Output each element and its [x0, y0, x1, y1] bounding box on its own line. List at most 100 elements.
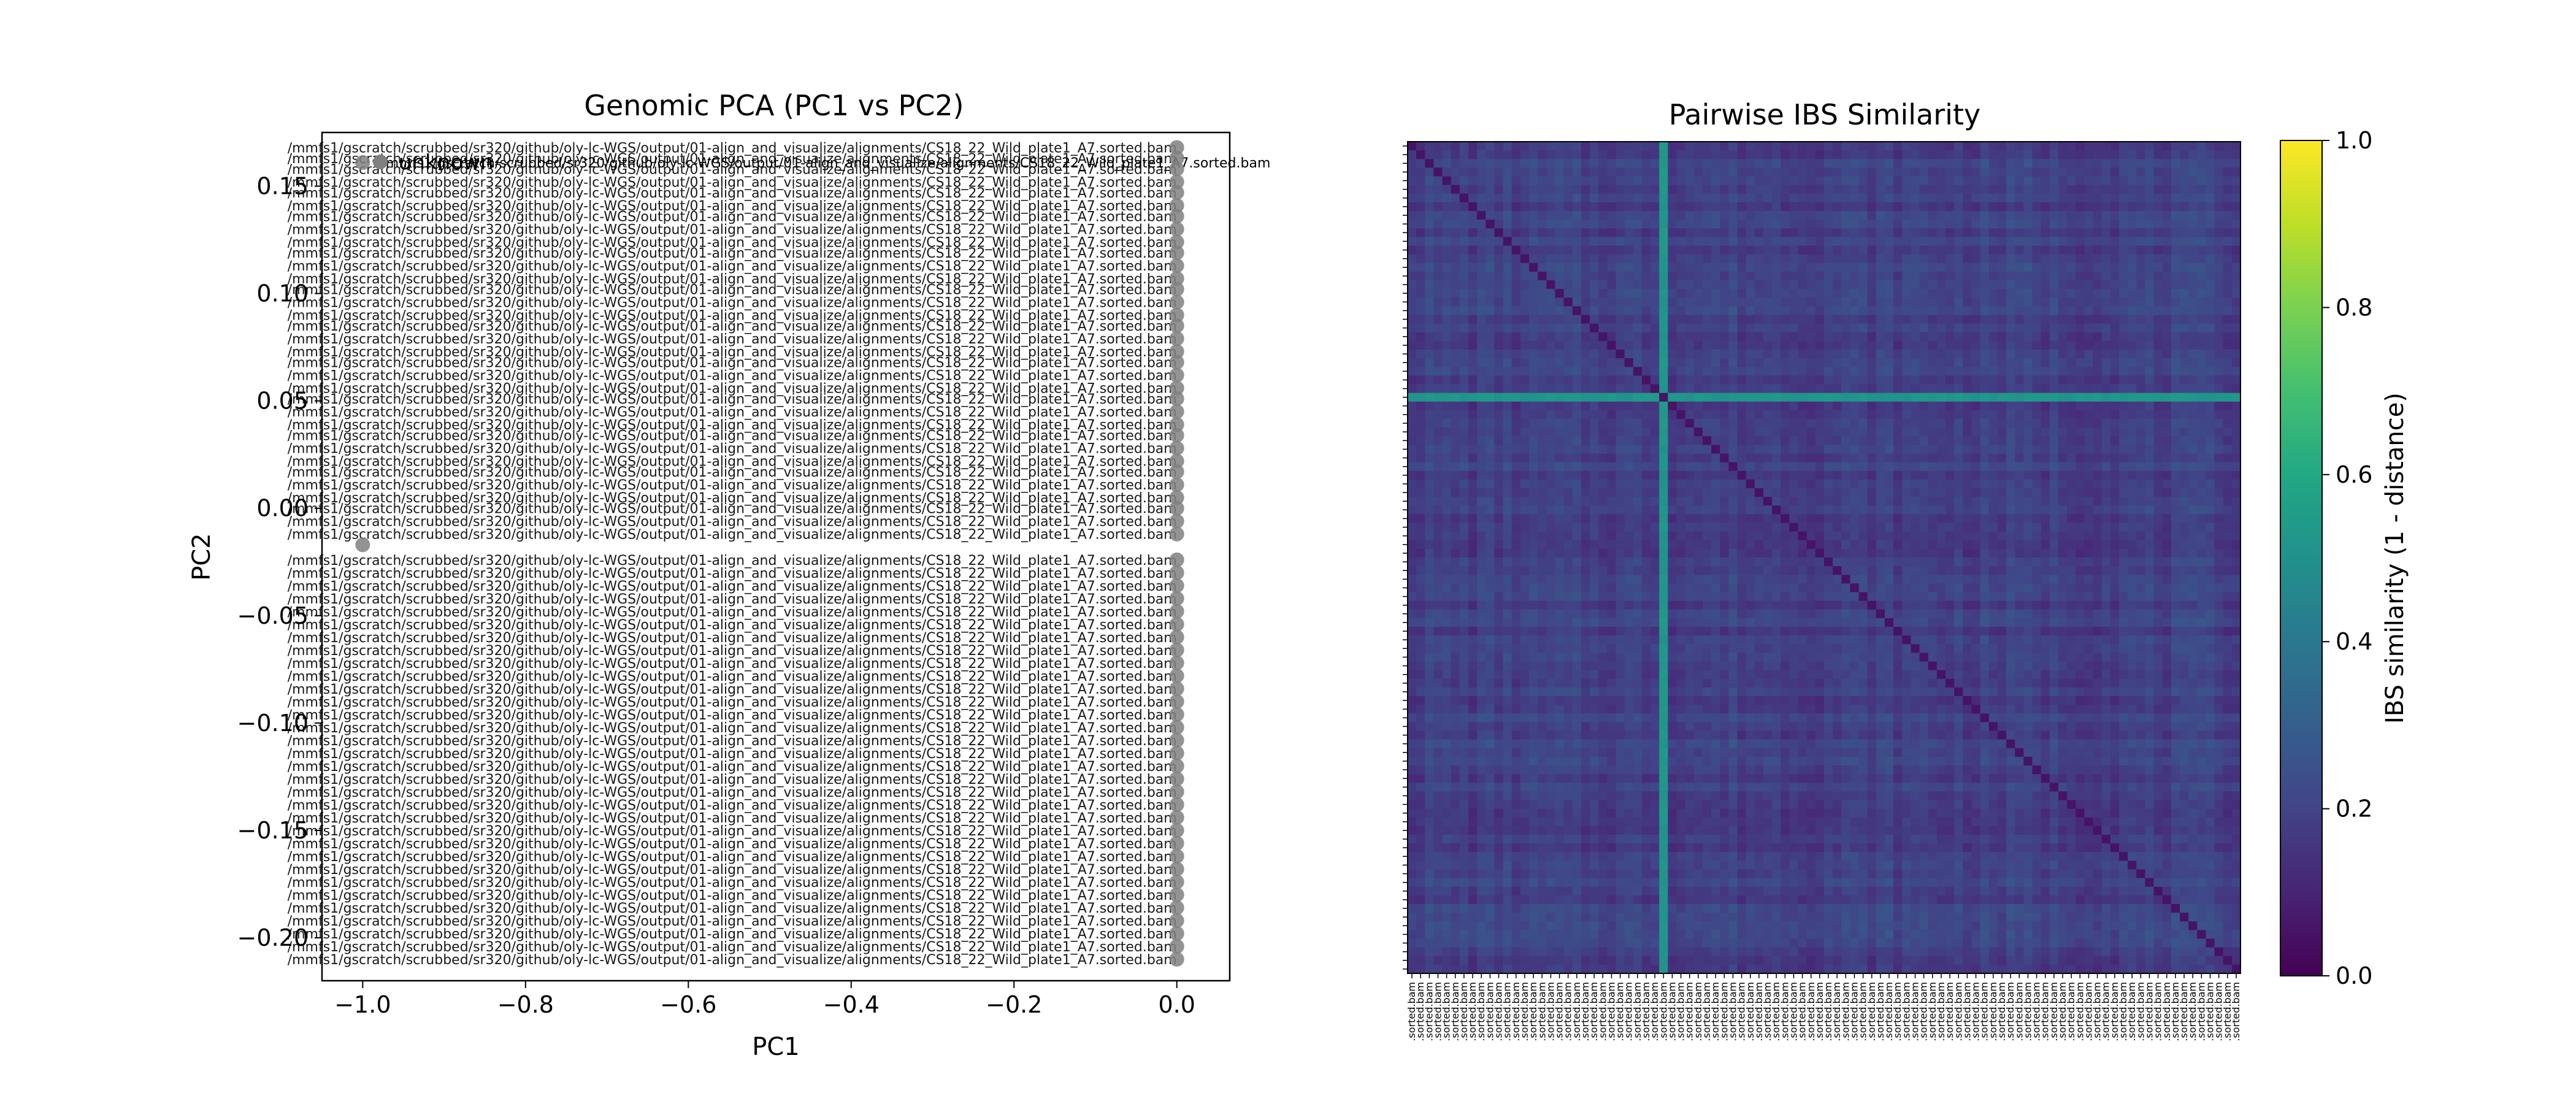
heatmap-cell — [2206, 531, 2215, 541]
heatmap-cell — [2049, 323, 2059, 333]
heatmap-cell — [1728, 271, 1738, 281]
heatmap-cell — [1806, 289, 1816, 298]
heatmap-cell — [2049, 289, 2059, 298]
heatmap-cell — [1598, 445, 1608, 454]
heatmap-cell — [2206, 167, 2215, 177]
heatmap-cell — [2110, 176, 2120, 186]
heatmap-cell — [2006, 315, 2015, 324]
heatmap-cell — [2049, 245, 2059, 255]
heatmap-cell — [1607, 401, 1617, 411]
heatmap-cell — [1529, 193, 1538, 203]
heatmap-cell — [2145, 358, 2155, 367]
heatmap-cell — [1781, 340, 1790, 350]
heatmap-cell — [1945, 297, 1955, 307]
heatmap-cell — [1885, 401, 1894, 411]
heatmap-cell — [2015, 220, 2024, 229]
heatmap-cell — [1945, 193, 1955, 203]
heatmap-cell — [1477, 254, 1486, 264]
heatmap-cell — [2110, 315, 2120, 324]
heatmap-cell — [1581, 505, 1590, 515]
heatmap-cell — [1425, 419, 1435, 428]
heatmap-cell — [1494, 479, 1504, 489]
heatmap-cell — [1963, 384, 1972, 394]
heatmap-cell — [1997, 142, 2007, 151]
heatmap-cell — [1902, 237, 1912, 247]
heatmap-cell — [1693, 453, 1703, 463]
heatmap-cell — [2206, 436, 2215, 445]
heatmap-cell — [1919, 540, 1929, 550]
heatmap-cell — [1511, 263, 1521, 272]
heatmap-cell — [2110, 350, 2120, 359]
pca-point-label: /mmfs1/gscratch/scrubbed/sr320/github/ol… — [288, 772, 1177, 788]
heatmap-cell — [1520, 575, 1530, 584]
heatmap-cell — [1936, 427, 1946, 437]
heatmap-cell — [1728, 315, 1738, 324]
heatmap-cell — [1416, 306, 1425, 316]
heatmap-cell — [1459, 453, 1469, 463]
heatmap-cell — [1936, 462, 1946, 472]
heatmap-cell — [1555, 185, 1565, 194]
heatmap-cell — [1511, 280, 1521, 289]
heatmap-cell — [1520, 358, 1530, 367]
heatmap-cell — [1572, 323, 1582, 333]
heatmap-cell — [2231, 211, 2241, 220]
heatmap-cell — [1685, 289, 1695, 298]
pca-point-label: /mmfs1/gscratch/scrubbed/sr320/github/ol… — [288, 566, 1177, 581]
heatmap-cell — [1815, 358, 1825, 367]
heatmap-cell — [1815, 280, 1825, 289]
heatmap-cell — [1754, 384, 1764, 394]
heatmap-cell — [1763, 497, 1773, 506]
heatmap-cell — [2188, 150, 2198, 159]
heatmap-cell — [1685, 514, 1695, 524]
heatmap-cell — [1555, 176, 1565, 186]
heatmap-cell — [1659, 176, 1668, 186]
heatmap-cell — [1633, 340, 1643, 350]
heatmap-cell — [1720, 497, 1729, 506]
heatmap-cell — [1702, 315, 1712, 324]
heatmap-cell — [1416, 427, 1425, 437]
heatmap-cell — [1858, 159, 1868, 168]
heatmap-cell — [1806, 271, 1816, 281]
heatmap-cell — [1772, 401, 1781, 411]
heatmap-cell — [2223, 358, 2233, 367]
heatmap-cell — [1876, 497, 1885, 506]
heatmap-cell — [1988, 306, 1998, 316]
heatmap-cell — [1616, 427, 1625, 437]
heatmap-cell — [1833, 228, 1842, 237]
heatmap-cell — [2188, 410, 2198, 420]
heatmap-cell — [2145, 375, 2155, 385]
heatmap-cell — [1590, 384, 1599, 394]
heatmap-cell — [1867, 445, 1877, 454]
heatmap-cell — [1442, 280, 1452, 289]
heatmap-cell — [1798, 220, 1807, 229]
heatmap-cell — [1954, 202, 1963, 212]
heatmap-cell — [1494, 176, 1504, 186]
heatmap-cell — [2058, 193, 2068, 203]
heatmap-cell — [1885, 523, 1894, 532]
heatmap-cell — [2076, 176, 2085, 186]
heatmap-cell — [1641, 332, 1651, 342]
heatmap-cell — [1806, 384, 1816, 394]
heatmap-cell — [1485, 523, 1495, 532]
heatmap-cell — [1971, 540, 1981, 550]
heatmap-cell — [1555, 566, 1565, 575]
heatmap-cell — [2214, 548, 2224, 558]
heatmap-cell — [1702, 142, 1712, 151]
pca-point — [1169, 355, 1184, 370]
heatmap-cell — [1494, 167, 1504, 177]
heatmap-cell — [1902, 332, 1912, 342]
heatmap-cell — [1520, 393, 1530, 402]
heatmap-cell — [1936, 514, 1946, 524]
heatmap-cell — [2206, 410, 2215, 420]
heatmap-cell — [2067, 237, 2076, 247]
heatmap-cell — [1711, 488, 1720, 497]
heatmap-cell — [1572, 263, 1582, 272]
heatmap-cell — [1850, 211, 1860, 220]
heatmap-cell — [1529, 297, 1538, 307]
heatmap-cell — [1477, 566, 1486, 575]
heatmap-cell — [1772, 470, 1781, 480]
heatmap-cell — [1806, 159, 1816, 168]
heatmap-cell — [2162, 470, 2172, 480]
heatmap-cell — [1590, 211, 1599, 220]
heatmap-cell — [1616, 488, 1625, 497]
